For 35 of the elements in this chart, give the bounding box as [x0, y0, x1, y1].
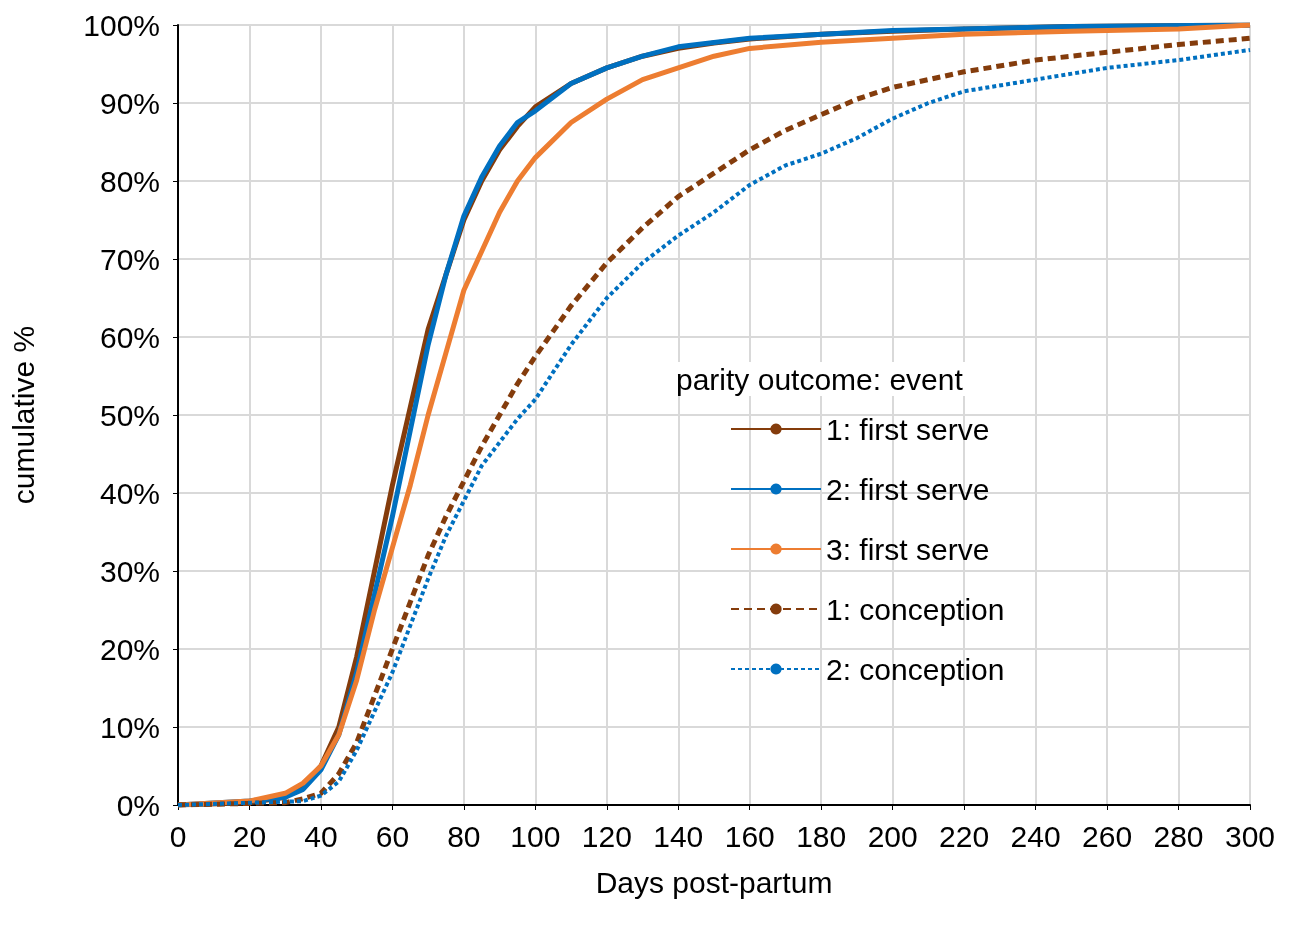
y-tick-label: 50%: [99, 398, 160, 432]
x-tick-label: 140: [653, 819, 704, 853]
y-axis-title: cumulative %: [6, 325, 40, 505]
legend-label: 1: conception: [826, 592, 1005, 626]
legend-label: 1: first serve: [826, 412, 990, 446]
x-axis-title: Days post-partum: [595, 865, 833, 899]
y-tick-label: 10%: [99, 710, 160, 744]
x-tick-label: 20: [232, 819, 267, 853]
y-tick-label: 60%: [99, 320, 160, 354]
x-tick-label: 0: [169, 819, 187, 853]
x-tick-label: 160: [724, 819, 775, 853]
x-tick-label: 240: [1010, 819, 1061, 853]
y-tick-label: 30%: [99, 554, 160, 588]
y-tick-label: 40%: [99, 476, 160, 510]
x-tick-label: 120: [581, 819, 632, 853]
y-tick-label: 0%: [116, 788, 160, 822]
legend-title: parity outcome: event: [676, 362, 964, 396]
x-tick-label: 300: [1224, 819, 1276, 853]
y-tick-label: 90%: [99, 86, 160, 120]
y-tick-label: 80%: [99, 164, 160, 198]
x-tick-label: 40: [304, 819, 338, 853]
x-tick-label: 220: [939, 819, 990, 853]
legend-label: 2: first serve: [826, 472, 990, 506]
x-tick-label: 260: [1082, 819, 1133, 853]
x-tick-label: 200: [867, 819, 918, 853]
x-tick-label: 180: [796, 819, 847, 853]
y-tick-label: 100%: [83, 8, 160, 42]
y-tick-label: 20%: [99, 632, 160, 666]
x-tick-label: 60: [375, 819, 410, 853]
x-tick-label: 100: [510, 819, 561, 853]
legend-label: 3: first serve: [826, 532, 990, 566]
x-tick-label: 80: [447, 819, 481, 853]
y-tick-label: 70%: [99, 242, 160, 276]
legend-label: 2: conception: [826, 652, 1005, 686]
x-tick-label: 280: [1153, 819, 1204, 853]
